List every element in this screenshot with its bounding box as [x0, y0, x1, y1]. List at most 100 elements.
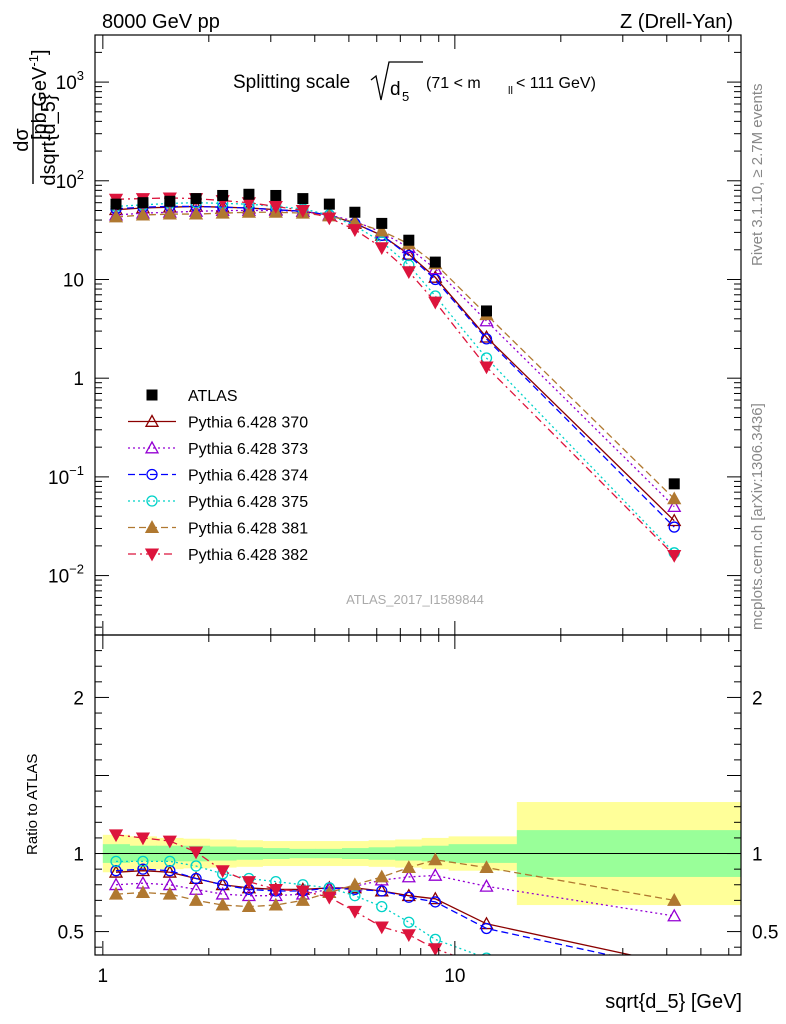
legend-marker: [144, 520, 160, 533]
ratio-point: [295, 893, 310, 906]
ratio-panel: [95, 802, 741, 955]
ratio-point: [190, 872, 202, 885]
main-frame: [94, 34, 742, 636]
title-range: (71 < m: [426, 75, 481, 92]
ylabel-units: [pb,GeV: [29, 66, 51, 140]
series-pythia-6-428-381: [108, 204, 682, 505]
legend: ATLAS Pythia 6.428 370 Pythia 6.428 373 Pyt…: [128, 388, 308, 564]
legend-marker: [146, 389, 158, 401]
series-pythia-6-428-373: [108, 203, 682, 513]
series-point: [162, 206, 177, 220]
ratio-point: [481, 952, 492, 955]
data-point: [137, 197, 149, 209]
legend-entry: ATLAS: [146, 388, 238, 405]
svg-text:d: d: [390, 79, 401, 100]
ratio-point: [135, 885, 151, 899]
ylabel-num: dσ: [11, 128, 33, 152]
series-line: [115, 202, 675, 554]
ratio-point: [480, 922, 493, 935]
ratio-point: [162, 835, 177, 849]
axes: 1 10 10−2 10−1 1 10 102 103 0.5 0.5 1 1 2 2: [48, 34, 778, 987]
ratio-y-tick-label: 2: [73, 688, 84, 709]
y-axis-units: [pb,GeV-1]: [26, 49, 51, 140]
ylabel-den: dsqrt{d_5}: [38, 94, 60, 186]
svg-text:5: 5: [402, 89, 409, 104]
ratio-point: [215, 897, 230, 911]
ratio-y-tick-label-right: 2: [752, 688, 763, 709]
ratio-point: [295, 885, 310, 899]
series-point: [135, 207, 151, 221]
legend-entry: Pythia 6.428 375: [128, 494, 308, 511]
data-point: [190, 193, 202, 205]
legend-entry: Pythia 6.428 370: [128, 414, 308, 432]
watermark: ATLAS_2017_I1589844: [346, 592, 484, 607]
ratio-point: [135, 832, 151, 846]
legend-label: ATLAS: [188, 388, 238, 405]
ratio-point: [241, 876, 257, 889]
ratio-frame: [94, 634, 742, 956]
ratio-point: [137, 863, 149, 875]
ratio-point: [374, 869, 389, 883]
legend-label: Pythia 6.428 374: [188, 468, 308, 485]
side-label-rivet: Rivet 3.1.10, ≥ 2.7M events: [749, 84, 766, 267]
ratio-point: [403, 891, 415, 903]
series-point: [479, 329, 494, 343]
ylabel-units-sup: -1: [26, 55, 41, 67]
legend-label: Pythia 6.428 375: [188, 494, 308, 511]
ratio-point: [322, 891, 337, 905]
series-point: [668, 521, 680, 533]
svg-text:(71 < m: (71 < m: [426, 75, 481, 92]
ratio-point: [108, 829, 124, 843]
y-tick-label: 10−1: [48, 463, 84, 489]
ratio-point: [428, 943, 443, 955]
series-point: [241, 204, 257, 218]
ratio-point: [108, 886, 124, 900]
ratio-point: [241, 899, 257, 913]
main-panel: [108, 188, 682, 563]
ratio-point: [376, 900, 388, 913]
legend-entry: Pythia 6.428 374: [128, 468, 308, 485]
series-point: [479, 361, 494, 375]
ratio-y-axis-label: Ratio to ATLAS: [24, 754, 41, 855]
ratio-point: [403, 916, 415, 928]
ratio-point: [401, 929, 416, 943]
ratio-point: [667, 908, 682, 922]
ratio-point: [217, 879, 229, 891]
x-tick-label: 1: [98, 966, 109, 987]
data-point: [429, 256, 441, 268]
ratio-point: [428, 868, 443, 881]
legend-label: Pythia 6.428 382: [188, 547, 308, 564]
ratio-y-tick-label-right: 1: [752, 845, 763, 866]
svg-text:[pb,GeV-1]: [pb,GeV-1]: [26, 49, 51, 140]
ratio-point: [374, 921, 389, 935]
series-point: [401, 266, 416, 280]
data-point: [349, 206, 361, 218]
ratio-point: [162, 886, 177, 900]
data-point: [480, 305, 492, 317]
ratio-point: [479, 860, 494, 874]
x-tick-label: 10: [444, 966, 465, 987]
legend-label: Pythia 6.428 381: [188, 521, 308, 538]
ratio-point: [188, 846, 204, 860]
ratio-point: [268, 897, 283, 911]
series-pythia-6-428-382: [108, 192, 682, 563]
series-point: [347, 224, 362, 237]
ylabel-units-end: ]: [29, 49, 51, 55]
data-point: [668, 478, 680, 490]
series-point: [295, 205, 310, 218]
series-point: [667, 491, 682, 505]
ratio-point: [268, 883, 283, 897]
data-point: [217, 189, 229, 201]
title-prefix: Splitting scale: [233, 72, 350, 93]
data-point: [164, 195, 176, 207]
series-point: [322, 212, 337, 226]
data-point: [270, 189, 282, 201]
legend-entry: Pythia 6.428 382: [128, 547, 308, 564]
series-point: [429, 273, 441, 286]
data-point: [243, 188, 255, 200]
ratio-point: [190, 860, 202, 872]
title-sqrt-arg: d: [390, 79, 401, 100]
title-range-end: < 111 GeV): [516, 75, 596, 92]
series-line: [115, 211, 675, 500]
